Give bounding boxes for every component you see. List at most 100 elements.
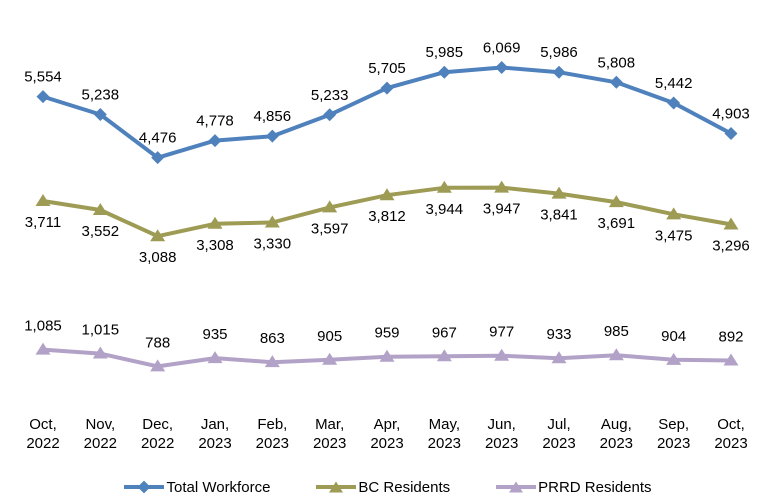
- data-point-marker-prrd-residents: [551, 351, 567, 364]
- data-point-marker-total-workforce: [609, 75, 623, 89]
- data-label-bc-residents: 3,330: [254, 236, 292, 253]
- data-label-bc-residents: 3,308: [196, 237, 234, 254]
- legend-label: Total Workforce: [166, 478, 271, 496]
- legend-label: PRRD Residents: [538, 478, 652, 496]
- x-axis-label: Mar,: [315, 416, 344, 433]
- data-point-marker-total-workforce: [265, 129, 279, 143]
- data-label-bc-residents: 3,475: [655, 227, 693, 244]
- data-point-marker-prrd-residents: [150, 359, 166, 372]
- x-axis-label: May,: [429, 416, 460, 433]
- data-label-bc-residents: 3,552: [82, 223, 120, 240]
- x-axis-label: Oct,: [29, 416, 57, 433]
- x-axis-label: 2022: [26, 435, 59, 452]
- data-label-total-workforce: 5,554: [24, 69, 62, 86]
- x-axis-label: Nov,: [85, 416, 115, 433]
- legend-line-swatch: [496, 481, 537, 493]
- x-axis-label: 2023: [485, 435, 518, 452]
- data-point-marker-bc-residents: [150, 229, 166, 242]
- diamond-marker-icon: [138, 480, 151, 494]
- data-label-bc-residents: 3,711: [25, 214, 61, 231]
- legend-item-total-workforce: Total Workforce: [124, 479, 270, 496]
- data-point-marker-total-workforce: [93, 108, 107, 122]
- data-label-prrd-residents: 959: [374, 325, 399, 342]
- plot-area: 5,554 5,238 4,476 4,778 4,856 5,233 5,705 5,985…: [24, 39, 750, 452]
- data-point-marker-total-workforce: [151, 151, 165, 165]
- data-label-prrd-residents: 892: [718, 329, 743, 346]
- data-point-marker-bc-residents: [608, 195, 624, 208]
- data-label-total-workforce: 5,985: [426, 44, 464, 61]
- data-label-total-workforce: 5,808: [598, 54, 636, 71]
- data-label-total-workforce: 4,778: [196, 113, 234, 130]
- legend-line-swatch: [124, 480, 165, 494]
- data-label-prrd-residents: 863: [260, 330, 285, 347]
- data-label-total-workforce: 5,238: [82, 87, 120, 104]
- data-point-marker-prrd-residents: [322, 352, 338, 365]
- data-point-marker-prrd-residents: [494, 348, 510, 361]
- data-label-total-workforce: 4,476: [139, 130, 177, 147]
- x-axis-label: 2023: [256, 435, 289, 452]
- data-point-marker-bc-residents: [379, 188, 395, 201]
- data-label-prrd-residents: 933: [546, 326, 571, 343]
- legend-line-swatch: [316, 481, 357, 493]
- data-label-bc-residents: 3,691: [598, 215, 636, 232]
- x-axis-label: Oct,: [717, 416, 745, 433]
- data-point-marker-total-workforce: [724, 126, 738, 140]
- data-label-total-workforce: 5,442: [655, 75, 693, 92]
- triangle-marker-icon: [329, 481, 344, 493]
- data-point-marker-total-workforce: [36, 90, 50, 104]
- data-point-marker-prrd-residents: [35, 342, 51, 355]
- data-point-marker-bc-residents: [322, 200, 338, 213]
- data-label-bc-residents: 3,944: [426, 201, 464, 218]
- data-point-marker-bc-residents: [723, 217, 739, 230]
- data-label-total-workforce: 5,705: [368, 60, 406, 77]
- data-label-prrd-residents: 1,085: [24, 318, 62, 335]
- data-point-marker-prrd-residents: [666, 352, 682, 365]
- data-label-prrd-residents: 905: [317, 328, 342, 345]
- x-axis-label: 2023: [714, 435, 747, 452]
- x-axis-label: 2023: [657, 435, 690, 452]
- x-axis-label: Feb,: [257, 416, 287, 433]
- data-point-marker-total-workforce: [323, 108, 337, 122]
- x-axis-label: Dec,: [142, 416, 173, 433]
- x-axis-label: Aug,: [601, 416, 632, 433]
- data-point-marker-bc-residents: [207, 216, 223, 229]
- data-point-marker-total-workforce: [437, 65, 451, 79]
- data-label-total-workforce: 4,903: [712, 105, 750, 122]
- data-point-marker-total-workforce: [208, 134, 222, 148]
- x-axis-label: 2023: [542, 435, 575, 452]
- data-label-prrd-residents: 1,015: [82, 322, 120, 339]
- data-label-prrd-residents: 967: [432, 324, 457, 341]
- x-axis-label: 2023: [600, 435, 633, 452]
- data-point-marker-total-workforce: [667, 96, 681, 110]
- data-point-marker-bc-residents: [551, 186, 567, 199]
- data-point-marker-bc-residents: [666, 207, 682, 220]
- data-point-marker-prrd-residents: [436, 349, 452, 362]
- data-point-marker-prrd-residents: [379, 349, 395, 362]
- data-label-prrd-residents: 904: [661, 328, 686, 345]
- data-label-bc-residents: 3,947: [483, 201, 521, 218]
- data-point-marker-prrd-residents: [207, 351, 223, 364]
- data-label-bc-residents: 3,296: [712, 237, 750, 254]
- x-axis-label: Apr,: [374, 416, 401, 433]
- data-label-bc-residents: 3,812: [368, 208, 406, 225]
- x-axis-label: 2022: [141, 435, 174, 452]
- legend: Total Workforce BC Residents PRRD Reside…: [0, 473, 776, 501]
- data-point-marker-bc-residents: [92, 202, 108, 215]
- data-point-marker-prrd-residents: [723, 353, 739, 366]
- x-axis-label: Sep,: [658, 416, 689, 433]
- data-point-marker-prrd-residents: [608, 348, 624, 361]
- x-axis-label: 2023: [198, 435, 231, 452]
- triangle-marker-icon: [509, 481, 524, 493]
- data-point-marker-total-workforce: [495, 60, 509, 74]
- legend-item-prrd-residents: PRRD Residents: [496, 478, 652, 496]
- data-label-total-workforce: 4,856: [254, 108, 292, 125]
- data-label-total-workforce: 5,233: [311, 87, 349, 104]
- data-point-marker-bc-residents: [436, 180, 452, 193]
- data-label-total-workforce: 6,069: [483, 39, 521, 56]
- data-point-marker-prrd-residents: [264, 355, 280, 368]
- x-axis-label: Jan,: [201, 416, 229, 433]
- data-label-total-workforce: 5,986: [540, 44, 578, 61]
- x-axis-label: 2023: [313, 435, 346, 452]
- data-label-prrd-residents: 788: [145, 334, 170, 351]
